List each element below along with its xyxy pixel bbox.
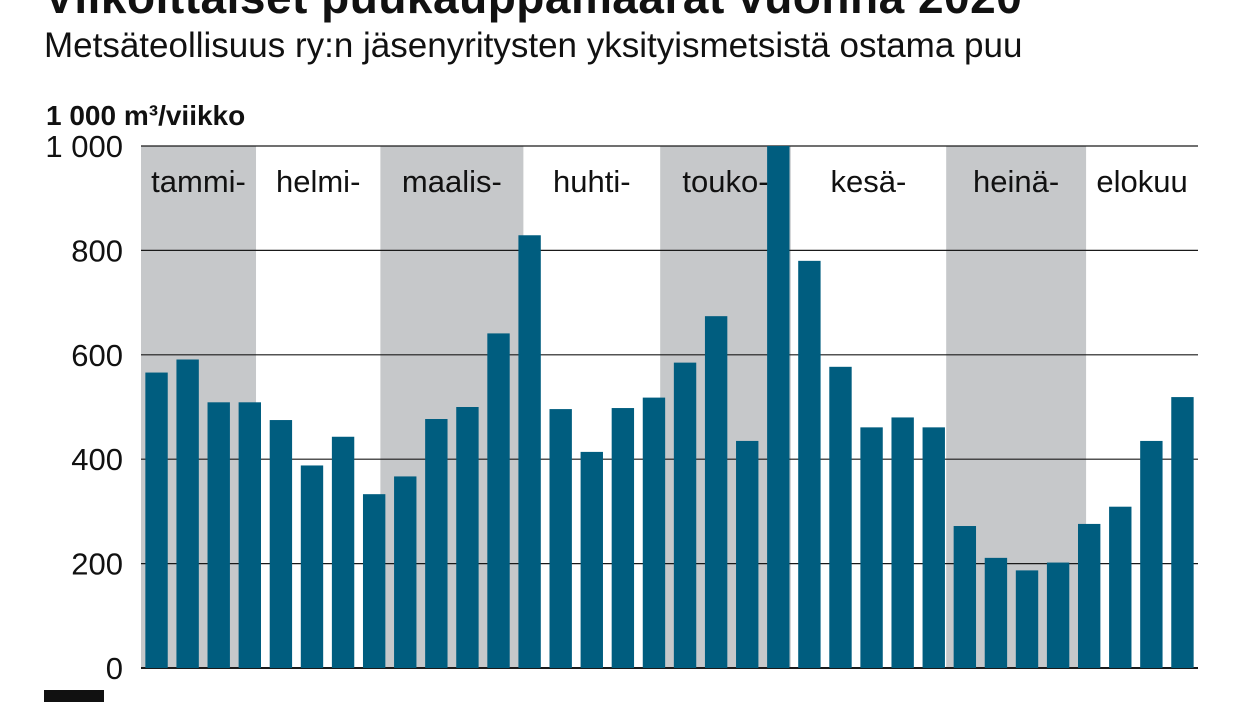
bar <box>642 397 666 668</box>
bar <box>860 427 883 668</box>
bar <box>1109 506 1132 668</box>
bar <box>238 402 262 668</box>
bar <box>704 316 728 668</box>
month-label: kesä- <box>831 164 907 199</box>
bar <box>922 427 945 668</box>
bar <box>580 451 603 668</box>
bar <box>145 372 168 668</box>
y-tick-label: 1 000 <box>45 129 123 164</box>
bar <box>798 260 821 668</box>
month-label: heinä- <box>973 164 1059 199</box>
bar <box>549 409 572 668</box>
month-label: maalis- <box>402 164 502 199</box>
bar <box>1077 523 1101 668</box>
month-labels-group: tammi-helmi-maalis-huhti-touko-kesä-hein… <box>151 164 1188 199</box>
month-label: tammi- <box>151 164 246 199</box>
y-tick-label: 600 <box>71 338 123 373</box>
y-tick-label: 400 <box>71 442 123 477</box>
source-logo <box>44 690 104 702</box>
bar <box>1171 397 1194 668</box>
chart-title: Viikoittaiset puukauppamäärät vuonna 202… <box>44 0 1022 24</box>
bar <box>331 436 355 668</box>
bar <box>176 359 199 668</box>
bar <box>953 526 977 668</box>
bar <box>829 366 852 668</box>
y-tick-label: 0 <box>106 651 123 686</box>
bar <box>767 146 790 668</box>
bar <box>487 333 510 668</box>
bar <box>362 494 386 668</box>
month-label: helmi- <box>276 164 360 199</box>
month-label: elokuu <box>1096 164 1187 199</box>
bar <box>269 420 293 668</box>
y-tick-label: 800 <box>71 233 123 268</box>
month-label: touko- <box>682 164 768 199</box>
month-label: huhti- <box>553 164 631 199</box>
bar <box>611 408 635 668</box>
bar <box>207 402 230 668</box>
bar <box>425 419 448 668</box>
y-tick-labels-group: 0 200 400 600 800 1 000 <box>45 129 123 686</box>
y-tick-label: 200 <box>71 547 123 582</box>
chart-subtitle: Metsäteollisuus ry:n jäsenyritysten yksi… <box>44 26 1023 65</box>
bar <box>673 362 697 668</box>
bar <box>891 417 914 668</box>
bar <box>456 407 479 668</box>
bar <box>394 476 417 668</box>
bar <box>1140 440 1163 668</box>
bar <box>518 235 541 668</box>
bar <box>1046 562 1070 668</box>
bar <box>736 440 759 668</box>
bar <box>984 557 1008 668</box>
bars-group <box>145 146 1194 668</box>
bar <box>1015 570 1039 668</box>
y-axis-label: 1 000 m³/viikko <box>46 100 246 131</box>
gridlines-group <box>141 145 1198 669</box>
bar <box>300 465 324 668</box>
